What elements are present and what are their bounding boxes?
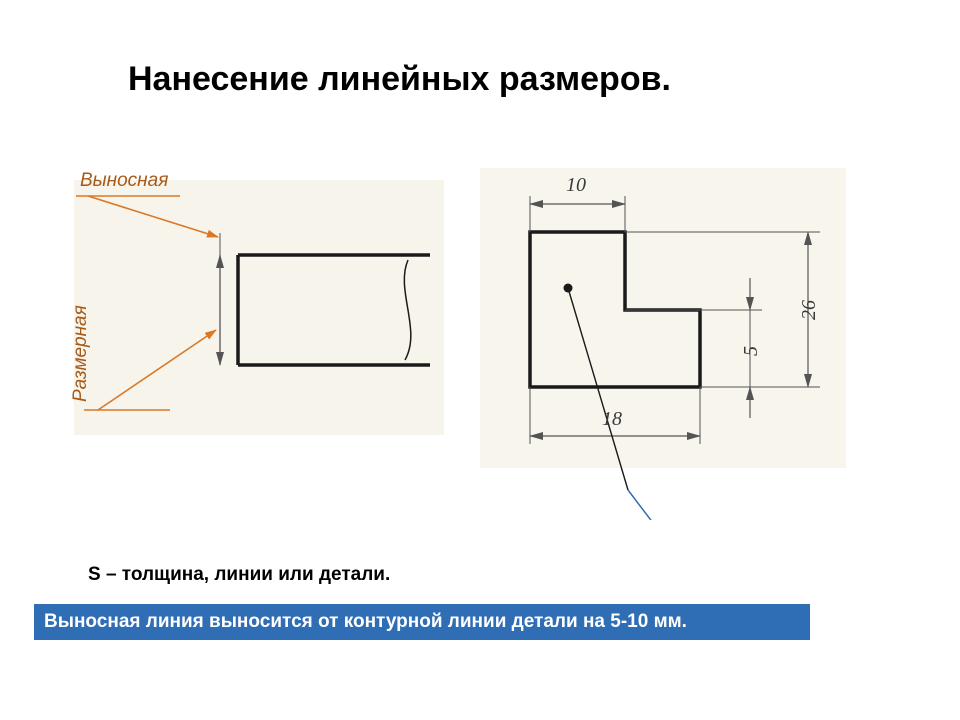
- dim-10: 10: [566, 174, 586, 197]
- paper-tone-right: [480, 168, 846, 468]
- paper-tone-left: [74, 180, 444, 435]
- technical-drawing-svg: [50, 160, 880, 520]
- thickness-note: S – толщина, линии или детали.: [88, 564, 390, 586]
- page-title: Нанесение линейных размеров.: [128, 60, 671, 99]
- dim-5: 5: [740, 346, 763, 356]
- label-dimension-line: Размерная: [70, 305, 92, 402]
- diagram-area: Выносная Размерная 10 18 26 5: [50, 160, 880, 520]
- dim-26: 26: [798, 300, 821, 320]
- callout-pointer: [628, 490, 710, 520]
- label-extension-line: Выносная: [80, 170, 168, 192]
- dim-18: 18: [602, 408, 622, 431]
- callout-box: Выносная линия выносится от контурной ли…: [34, 604, 810, 640]
